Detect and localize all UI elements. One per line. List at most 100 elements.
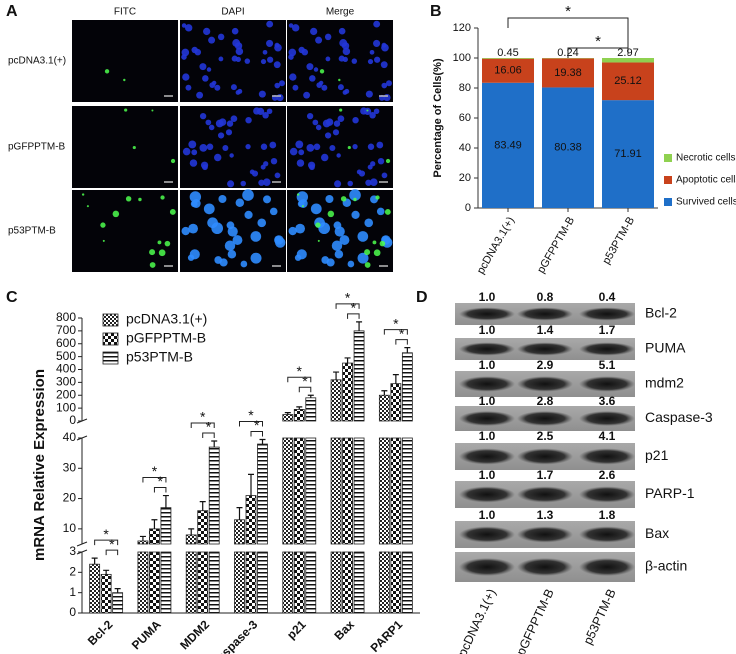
- x-tick-label: Caspase-3: [208, 617, 261, 654]
- bar: [234, 551, 245, 614]
- bar: [342, 437, 353, 545]
- cell-nucleus: [357, 252, 369, 264]
- cell-nucleus: [266, 39, 274, 47]
- cell-nucleus: [191, 46, 198, 54]
- cell-nucleus: [306, 112, 314, 120]
- fitc-signal: [375, 195, 380, 200]
- fitc-signal: [385, 158, 391, 164]
- significance-label: *: [152, 463, 158, 479]
- significance-bracket: [567, 47, 629, 58]
- protein-band: [579, 376, 635, 392]
- cell-nucleus: [292, 84, 299, 91]
- bar: [342, 362, 353, 422]
- legend-swatch: [664, 176, 672, 184]
- data-label: 16.06: [494, 65, 522, 77]
- bar: [390, 437, 402, 545]
- bar: [401, 352, 413, 422]
- protein-band: [579, 342, 635, 356]
- cell-nucleus: [266, 108, 273, 115]
- panel-letter: B: [430, 3, 442, 20]
- cell-nucleus: [325, 56, 331, 62]
- fitc-signal: [138, 197, 142, 202]
- protein-band: [579, 486, 635, 503]
- significance-bracket: [142, 477, 167, 483]
- legend-swatch: [664, 198, 672, 206]
- cell-nucleus: [229, 153, 234, 158]
- bar: [293, 437, 305, 545]
- cell-nucleus: [365, 90, 373, 98]
- error-bar: [211, 440, 218, 448]
- significance-bracket: [287, 376, 312, 383]
- cell-nucleus: [203, 203, 215, 215]
- fitc-signal: [112, 210, 120, 218]
- row-label: pcDNA3.1(+): [8, 56, 66, 67]
- band-ratio: 1.0: [479, 323, 496, 337]
- protein-band: [459, 486, 515, 503]
- significance-label: *: [302, 373, 308, 389]
- fitc-signal: [373, 249, 381, 257]
- cell-nucleus: [318, 222, 331, 235]
- cell-nucleus: [224, 240, 236, 251]
- fitc-signal: [157, 240, 162, 245]
- cell-nucleus: [288, 23, 294, 28]
- cell-nucleus: [369, 178, 378, 186]
- legend-label: p53PTM-B: [126, 349, 193, 365]
- cell-nucleus: [230, 115, 238, 123]
- y-tick-label: 10: [63, 521, 77, 535]
- cell-nucleus: [369, 49, 375, 55]
- band-ratio: 1.0: [479, 290, 496, 304]
- x-tick-label: pGFPPTM-B: [535, 215, 577, 276]
- row-label: pGFPPTM-B: [8, 142, 66, 153]
- band-ratio: 2.9: [537, 358, 554, 372]
- significance-label: *: [399, 325, 405, 341]
- protein-band: [517, 307, 573, 321]
- band-ratio: 2.5: [537, 429, 554, 443]
- cell-nucleus: [342, 56, 348, 63]
- fitc-signal: [160, 195, 165, 200]
- fitc-signal: [340, 196, 347, 202]
- bar-segment: [602, 58, 654, 63]
- x-tick-label: Bax: [331, 617, 357, 643]
- x-tick-label: Bcl-2: [85, 617, 116, 648]
- cell-nucleus: [240, 180, 246, 187]
- cell-nucleus: [367, 143, 375, 150]
- cell-nucleus: [191, 199, 201, 208]
- cell-nucleus: [369, 112, 376, 119]
- cell-nucleus: [182, 147, 191, 156]
- fitc-signal: [102, 239, 105, 242]
- fitc-signal: [104, 69, 110, 74]
- y-tick-label: 20: [459, 172, 471, 184]
- cell-nucleus: [324, 132, 332, 139]
- error-bar: [236, 507, 243, 520]
- fitc-signal: [327, 210, 335, 218]
- error-bar: [162, 494, 169, 508]
- bar: [160, 507, 172, 545]
- cell-nucleus: [274, 172, 281, 179]
- cell-nucleus: [245, 116, 252, 124]
- fitc-signal: [301, 205, 304, 208]
- y-tick-label: 1: [69, 585, 76, 599]
- significance-bracket: [153, 487, 167, 493]
- cell-nucleus: [380, 61, 388, 69]
- bar: [208, 551, 220, 614]
- protein-band: [459, 448, 515, 465]
- bar: [245, 495, 257, 545]
- protein-band: [579, 411, 635, 426]
- fitc-signal: [170, 158, 176, 164]
- bar: [208, 446, 220, 545]
- band-ratio: 3.6: [599, 394, 616, 408]
- cell-nucleus: [205, 119, 212, 126]
- cell-nucleus: [181, 23, 187, 28]
- lane-label: pGFPPTM-B: [514, 587, 557, 654]
- cell-nucleus: [342, 47, 351, 56]
- data-label: 71.91: [614, 148, 642, 160]
- bar: [305, 437, 317, 545]
- cell-nucleus: [344, 88, 350, 94]
- cell-nucleus: [329, 144, 336, 151]
- cell-nucleus: [262, 49, 268, 55]
- error-bar: [259, 438, 266, 445]
- y-tick-label: 3: [69, 544, 76, 558]
- lane-label: p53PTM-B: [581, 587, 619, 647]
- y-tick-label: 500: [56, 349, 76, 363]
- significance-bracket: [347, 313, 360, 319]
